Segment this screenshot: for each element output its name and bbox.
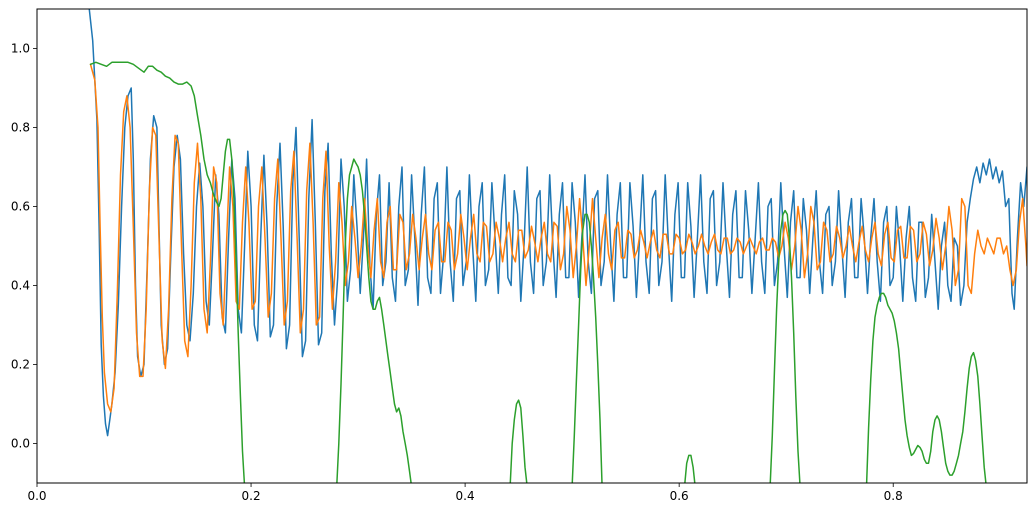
series-line-3 <box>89 61 987 483</box>
series-line-1 <box>88 9 1027 437</box>
x-tick-label: 0.8 <box>884 489 903 503</box>
y-tick-label: 0.0 <box>11 437 30 451</box>
series-line-2 <box>89 63 1027 413</box>
y-tick-label: 0.4 <box>11 279 30 293</box>
x-tick-label: 0.4 <box>456 489 475 503</box>
x-tick-label: 0.0 <box>27 489 46 503</box>
x-axis: 0.0 0.2 0.4 0.6 0.8 <box>27 483 903 503</box>
y-tick-label: 1.0 <box>11 42 30 56</box>
y-axis: 0.0 0.2 0.4 0.6 0.8 1.0 <box>11 42 37 451</box>
y-tick-label: 0.2 <box>11 358 30 372</box>
series-layer <box>88 9 1027 483</box>
plot-frame <box>36 8 1028 484</box>
x-tick-label: 0.6 <box>670 489 689 503</box>
y-tick-label: 0.8 <box>11 121 30 135</box>
y-tick-label: 0.6 <box>11 200 30 214</box>
x-tick-label: 0.2 <box>242 489 261 503</box>
